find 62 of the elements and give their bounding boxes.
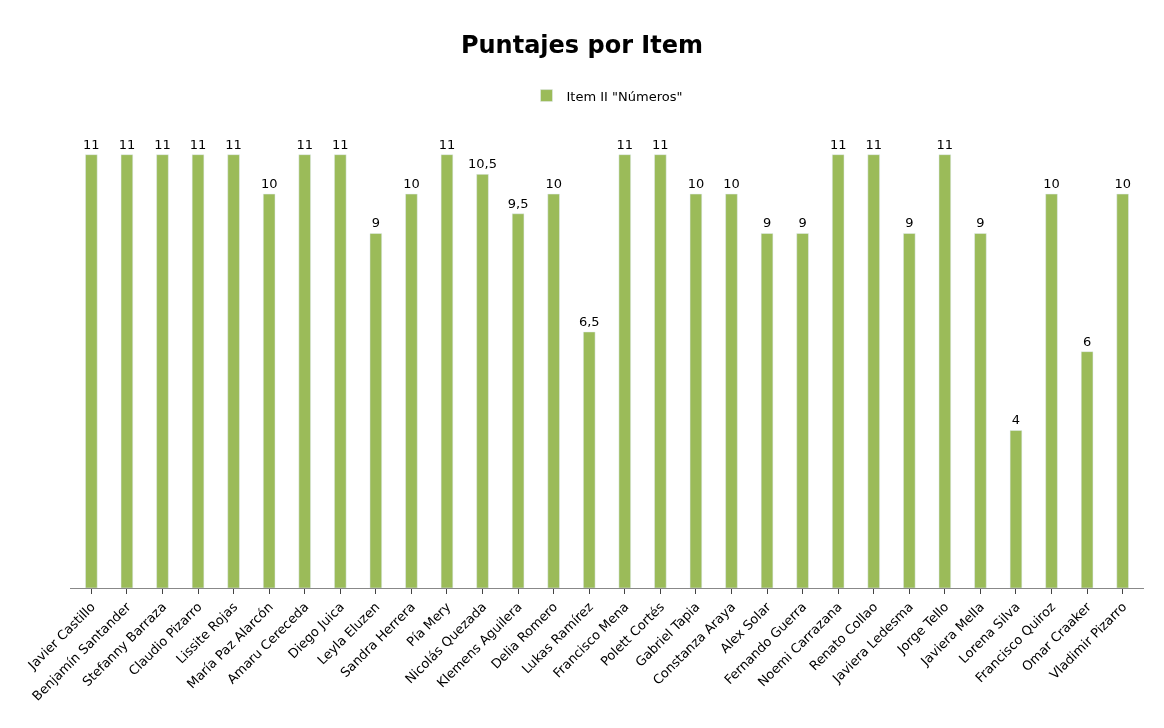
bar [1009,430,1023,588]
data-label: 6,5 [578,313,600,329]
bar [476,174,489,588]
bar [903,233,916,588]
bar [440,154,454,588]
bar [511,213,525,588]
data-label: 10 [723,176,740,192]
bar [974,233,987,588]
data-label: 4 [1011,412,1021,428]
bar [120,154,134,588]
data-label: 10 [687,176,705,192]
bar [547,193,560,588]
data-label: 11 [154,136,171,152]
data-label: 11 [225,136,242,152]
bar [796,233,809,588]
data-label: 10 [403,176,420,192]
bar [191,154,205,588]
bar [760,233,774,588]
data-label: 9 [905,215,914,231]
data-label: 11 [936,136,954,152]
bar [369,233,382,588]
data-label: 10 [1114,176,1131,192]
data-label: 10 [1043,176,1060,192]
data-label: 11 [438,136,456,152]
data-label: 9 [762,215,772,231]
bar [1116,193,1129,588]
data-label: 11 [829,136,847,152]
bar [689,193,703,588]
bar [867,154,880,588]
data-label: 11 [652,136,669,152]
data-label: 11 [118,136,136,152]
data-label: 6 [1082,333,1092,349]
data-label: 11 [332,136,349,152]
data-label: 10 [545,176,562,192]
data-label: 11 [616,136,634,152]
data-label: 11 [296,136,313,152]
bar [583,331,596,588]
bar [334,154,347,588]
data-label: 9 [371,215,380,231]
bar [654,154,667,588]
bar [156,154,169,588]
bar [405,193,418,588]
bar [227,154,240,588]
legend-label: Item II "Números" [566,88,683,104]
data-label: 11 [189,136,207,152]
bar [938,154,951,588]
bar [263,193,276,588]
data-label: 9 [798,215,807,231]
bar [1045,193,1058,588]
bar [832,154,845,588]
bar [725,193,738,588]
chart-title: Puntajes por Item [460,31,704,60]
data-label: 11 [865,136,882,152]
bar [618,154,631,588]
data-label: 10 [260,176,278,192]
bar [85,154,98,588]
bar [1080,351,1094,588]
data-label: 9 [976,215,985,231]
bar [298,154,311,588]
data-label: 10,5 [468,156,498,172]
data-label: 11 [83,136,100,152]
data-label: 9,5 [507,195,529,211]
